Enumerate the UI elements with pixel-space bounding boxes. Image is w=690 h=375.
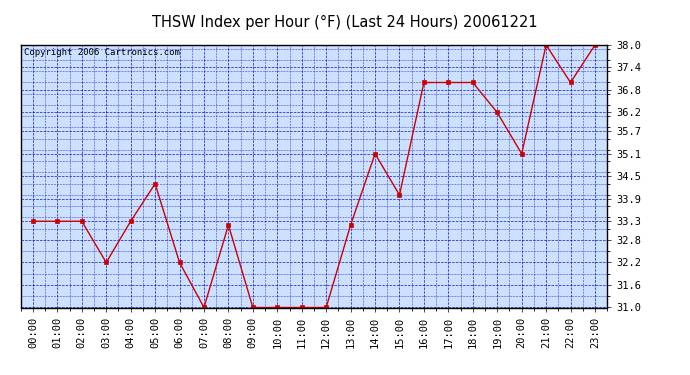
Text: Copyright 2006 Cartronics.com: Copyright 2006 Cartronics.com	[23, 48, 179, 57]
Text: THSW Index per Hour (°F) (Last 24 Hours) 20061221: THSW Index per Hour (°F) (Last 24 Hours)…	[152, 15, 538, 30]
